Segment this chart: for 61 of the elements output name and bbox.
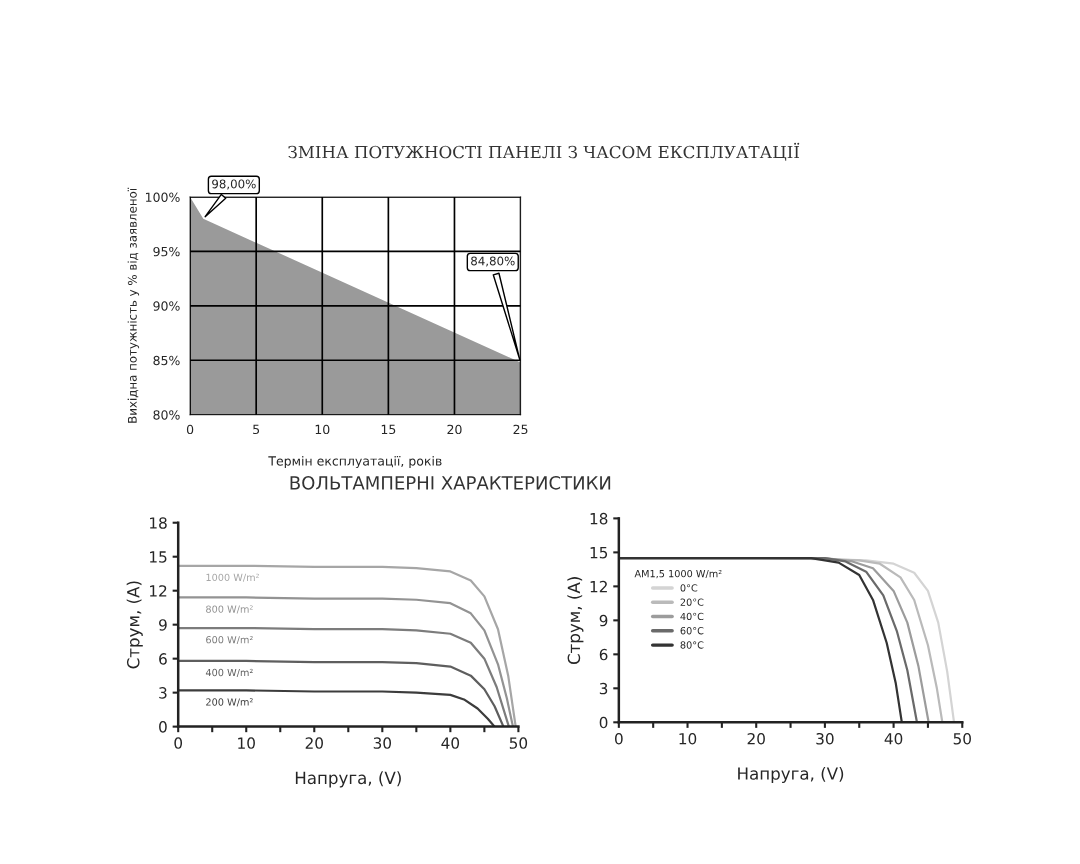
line-series	[178, 626, 510, 727]
line-series	[178, 659, 505, 727]
legend-label: 60°C	[680, 627, 704, 635]
y-tick-label: 85%	[153, 355, 180, 366]
x-tick-label: 30	[816, 732, 834, 745]
x-tick-label: 40	[884, 732, 903, 745]
x-tick-label: 20	[305, 737, 323, 749]
series-label: 600 W/m²	[206, 636, 253, 645]
y-tick-label: 80%	[153, 410, 180, 420]
x-axis-title: Напруга, (V)	[295, 771, 401, 788]
y-tick-label: 12	[150, 585, 167, 597]
y-tick-label: 12	[590, 580, 607, 593]
x-tick-label: 0	[186, 424, 194, 435]
chart-title: ЗМІНА ПОТУЖНОСТІ ПАНЕЛІ З ЧАСОМ ЕКСПЛУАТАЦІЇ	[288, 142, 800, 161]
y-tick-label: 3	[599, 682, 608, 695]
y-tick-label: 100%	[145, 192, 180, 202]
y-tick-label: 90%	[153, 301, 180, 311]
annotation: 84,80%	[471, 256, 515, 267]
line-series	[178, 596, 515, 727]
x-tick-label: 20	[447, 424, 462, 435]
y-tick-label: 3	[159, 687, 167, 699]
x-tick-label: 20	[747, 732, 765, 745]
y-tick-label: 15	[150, 551, 167, 563]
x-tick-label: 10	[315, 424, 330, 435]
x-axis-title: Напруга, (V)	[738, 766, 844, 784]
y-tick-label: 18	[150, 517, 167, 529]
x-tick-label: 0	[614, 732, 623, 745]
y-axis-title: Струм, (A)	[126, 581, 143, 669]
y-tick-label: 18	[590, 512, 608, 525]
x-tick-label: 10	[238, 737, 255, 749]
x-tick-label: 50	[509, 737, 528, 749]
x-axis-title: Термін експлуатації, років	[268, 455, 442, 469]
series-label: 1000 W/m²	[206, 573, 259, 582]
legend-label: 20°C	[680, 598, 704, 606]
y-tick-label: 6	[599, 648, 608, 661]
legend-label: 0°C	[680, 584, 698, 592]
y-axis-title: Струм, (A)	[567, 577, 584, 665]
series-label: 800 W/m²	[206, 605, 253, 614]
legend-title: AM1,5 1000 W/m²	[634, 569, 722, 579]
x-tick-label: 40	[441, 737, 460, 749]
y-tick-label: 0	[599, 716, 608, 729]
chart-title: ВОЛЬТАМПЕРНІ ХАРАКТЕРИСТИКИ	[290, 475, 611, 490]
x-tick-label: 30	[373, 737, 392, 749]
legend-label: 80°C	[680, 641, 704, 649]
series-label: 200 W/m²	[206, 698, 253, 707]
y-tick-label: 0	[159, 721, 167, 733]
series-label: 400 W/m²	[205, 668, 253, 677]
x-tick-label: 50	[953, 732, 971, 745]
annotation: 98,00%	[212, 179, 256, 190]
y-tick-label: 9	[159, 619, 167, 631]
y-tick-label: 15	[590, 547, 608, 559]
line-series	[178, 689, 496, 727]
legend-label: 40°C	[680, 612, 704, 621]
x-tick-label: 25	[513, 424, 528, 435]
y-tick-label: 95%	[153, 246, 180, 257]
x-tick-label: 15	[381, 424, 396, 435]
x-tick-label: 10	[679, 732, 697, 745]
y-tick-label: 9	[599, 614, 608, 627]
y-axis-title: Вихідна потужність у % від заявленої	[127, 187, 140, 423]
y-tick-label: 6	[159, 653, 167, 665]
x-tick-label: 5	[253, 424, 260, 435]
